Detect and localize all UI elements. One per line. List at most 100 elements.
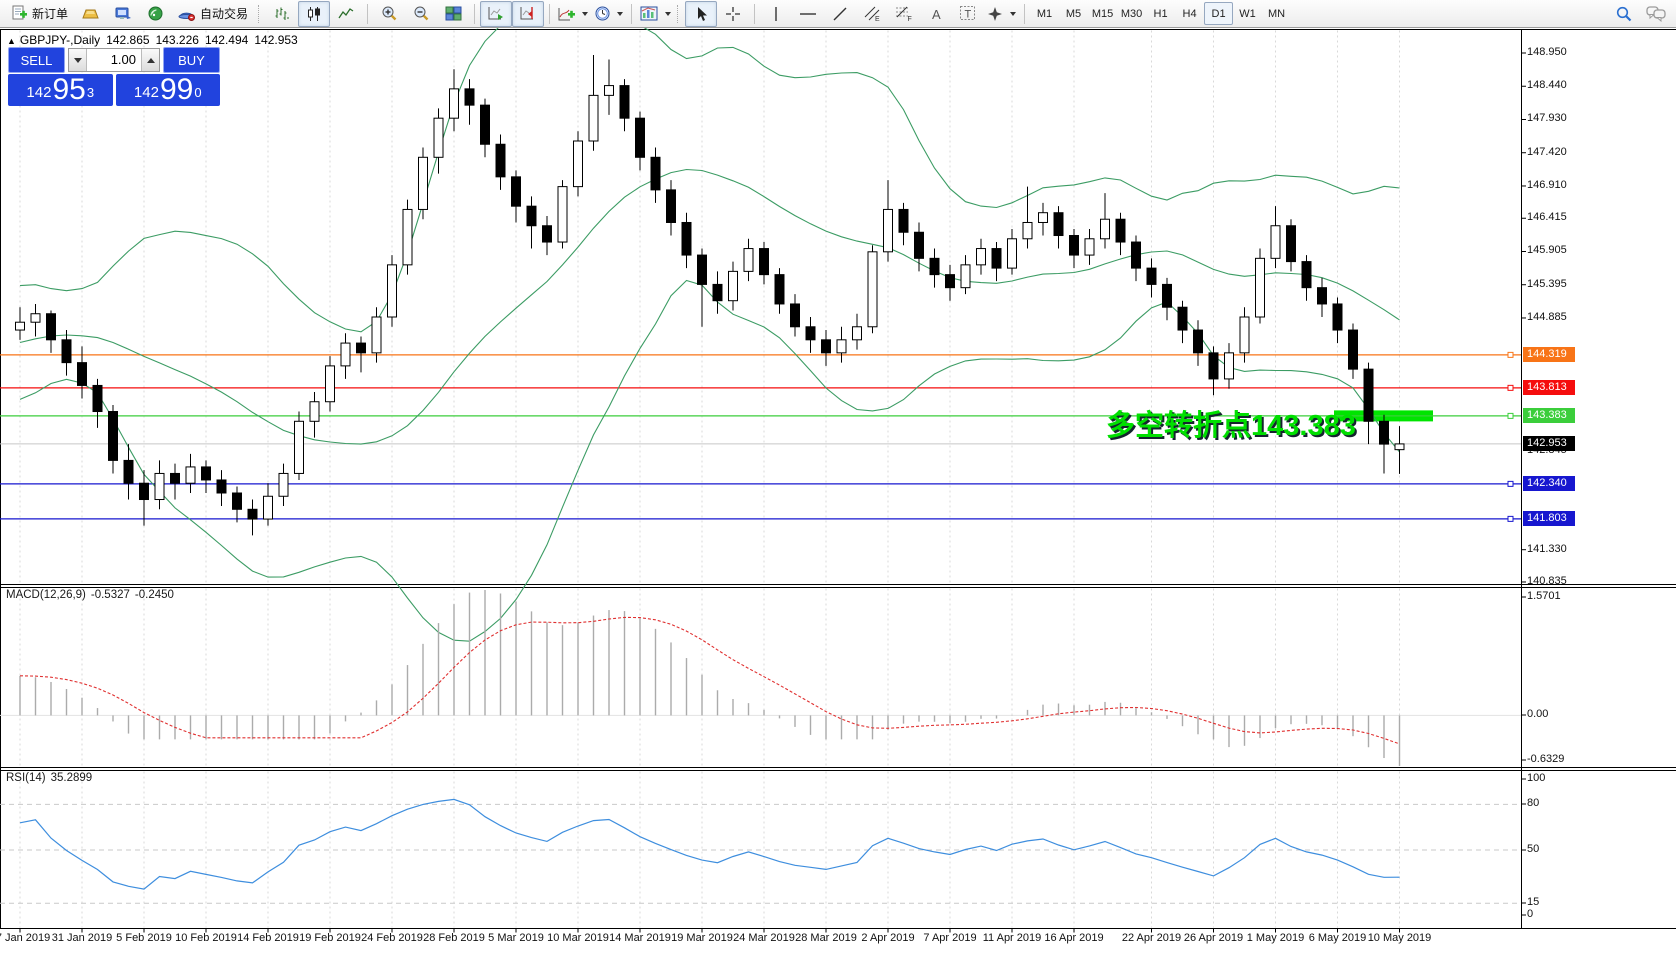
indicators-dropdown[interactable] (582, 11, 589, 16)
add-indicator-icon (558, 7, 576, 20)
auto-scroll-button[interactable] (480, 0, 513, 27)
bid-price-badge: 142.953 (1523, 436, 1575, 452)
timeframe-mn[interactable]: MN (1267, 7, 1286, 20)
auto-trading-label: 自动交易 (200, 7, 249, 21)
line-anchor-handle[interactable] (1507, 412, 1514, 419)
symbol-period-label: GBPJPY-,Daily (19, 33, 101, 47)
timeframe-d1[interactable]: D1 (1204, 2, 1234, 25)
rsi-axis-label: 0 (1527, 908, 1534, 920)
auto-trading-button[interactable]: 自动交易 (171, 1, 255, 27)
bar-chart-type-button[interactable] (266, 1, 298, 27)
periods-button[interactable] (591, 1, 626, 27)
crosshair-tool-button[interactable] (717, 1, 749, 27)
macd-signal-value: -0.2450 (134, 589, 174, 601)
timeframe-w1[interactable]: W1 (1239, 7, 1256, 20)
rsi-indicator-label: RSI(14) 35.2899 (6, 772, 93, 784)
text-tool-button[interactable]: A (920, 1, 952, 27)
market-watch-button[interactable] (75, 1, 107, 27)
line-anchor-handle[interactable] (1507, 480, 1514, 487)
zoom-out-button[interactable] (405, 1, 437, 27)
price-line-badge: 143.813 (1523, 380, 1575, 396)
signals-button[interactable] (139, 1, 171, 27)
line-anchor-handle[interactable] (1507, 515, 1514, 522)
trendline-tool-button[interactable] (824, 1, 856, 27)
high-value: 143.226 (155, 33, 199, 47)
new-order-button[interactable]: 新订单 (4, 1, 75, 27)
date-axis-label: 7 Apr 2019 (923, 932, 977, 944)
arrows-tool-button[interactable] (984, 1, 1019, 27)
toolbar-handle (258, 4, 263, 23)
zoom-in-button[interactable] (373, 1, 405, 27)
candlestick-chart-type-button[interactable] (298, 0, 331, 27)
price-axis-label: 140.835 (1527, 574, 1567, 587)
volume-increase-button[interactable] (141, 49, 159, 71)
sell-price[interactable]: 142 95 3 (8, 74, 113, 106)
search-button[interactable] (1608, 1, 1640, 27)
date-axis-label: 2 Apr 2019 (861, 932, 915, 944)
date-axis-label: 14 Mar 2019 (609, 932, 671, 944)
timeframe-h1[interactable]: H1 (1153, 7, 1168, 20)
channel-tool-button[interactable]: E (856, 1, 888, 27)
cursor-tool-button[interactable] (685, 0, 718, 27)
periods-dropdown[interactable] (617, 11, 624, 16)
price-line-badge: 141.803 (1523, 511, 1575, 527)
date-axis-label: 19 Mar 2019 (671, 932, 733, 944)
volume-input[interactable]: 1.00 (110, 52, 136, 67)
price-line-badge: 143.383 (1523, 408, 1575, 424)
bar-chart-icon (275, 7, 290, 20)
one-click-trading-panel: SELL 1.00 BUY 142 95 3 142 99 0 (8, 47, 220, 106)
timeframe-m5[interactable]: M5 (1065, 7, 1082, 20)
timeframe-h4[interactable]: H4 (1182, 7, 1197, 20)
line-chart-type-button[interactable] (330, 1, 362, 27)
price-axis-label: 148.440 (1527, 79, 1567, 92)
macd-axis-label: 1.5701 (1527, 590, 1561, 602)
tile-windows-button[interactable] (437, 1, 469, 27)
horizontal-line-tool-button[interactable] (792, 1, 824, 27)
search-icon (1616, 6, 1632, 21)
buy-button[interactable]: BUY (163, 47, 220, 73)
chart-shift-button[interactable] (512, 0, 545, 27)
price-axis-label: 146.415 (1527, 211, 1567, 224)
timeframe-m1[interactable]: M1 (1036, 7, 1053, 20)
horizontal-line-icon (800, 12, 817, 15)
date-axis-label: 22 Apr 2019 (1121, 932, 1182, 944)
fibonacci-tool-button[interactable]: F (888, 1, 920, 27)
date-axis-label: 1 May 2019 (1246, 932, 1305, 944)
bollinger-bands (19, 13, 1400, 642)
chart-text-annotation[interactable]: 多空转折点143.383 (1106, 410, 1356, 442)
volume-decrease-button[interactable] (69, 49, 87, 71)
date-axis-label: 19 Feb 2019 (299, 932, 361, 944)
new-order-icon (12, 5, 27, 20)
collapse-quick-trade-icon[interactable]: ▲ (7, 36, 16, 46)
macd-axis-label: 0.00 (1527, 708, 1549, 720)
price-axis-label: 144.885 (1527, 310, 1567, 323)
auto-scroll-icon (488, 7, 503, 20)
arrows-dropdown[interactable] (1010, 11, 1017, 16)
candlestick-icon (308, 6, 321, 21)
shapes-star-icon (988, 6, 1003, 21)
line-anchor-handle[interactable] (1507, 384, 1514, 391)
buy-price[interactable]: 142 99 0 (115, 74, 220, 106)
crosshair-icon (726, 6, 741, 21)
timeframe-m30[interactable]: M30 (1120, 7, 1143, 20)
chat-button[interactable] (1640, 1, 1672, 27)
new-order-label: 新订单 (32, 7, 69, 21)
timeframe-m15[interactable]: M15 (1091, 7, 1114, 20)
indicators-button[interactable] (555, 1, 591, 27)
vertical-line-tool-button[interactable] (760, 1, 792, 27)
date-axis-label: 10 May 2019 (1367, 932, 1432, 944)
svg-text:E: E (875, 16, 880, 22)
chat-bubbles-icon (1646, 6, 1666, 22)
signal-globe-icon (148, 6, 163, 21)
data-window-button[interactable] (107, 1, 139, 27)
rsi-axis-label: 15 (1527, 896, 1540, 908)
sell-button[interactable]: SELL (8, 47, 65, 73)
profiles-button[interactable] (637, 1, 674, 27)
line-anchor-handle[interactable] (1507, 351, 1514, 358)
profiles-dropdown[interactable] (665, 11, 672, 16)
rsi-axis-label: 50 (1527, 843, 1540, 855)
date-axis-label: 14 Feb 2019 (237, 932, 299, 944)
text-label-tool-button[interactable]: T (952, 1, 984, 27)
